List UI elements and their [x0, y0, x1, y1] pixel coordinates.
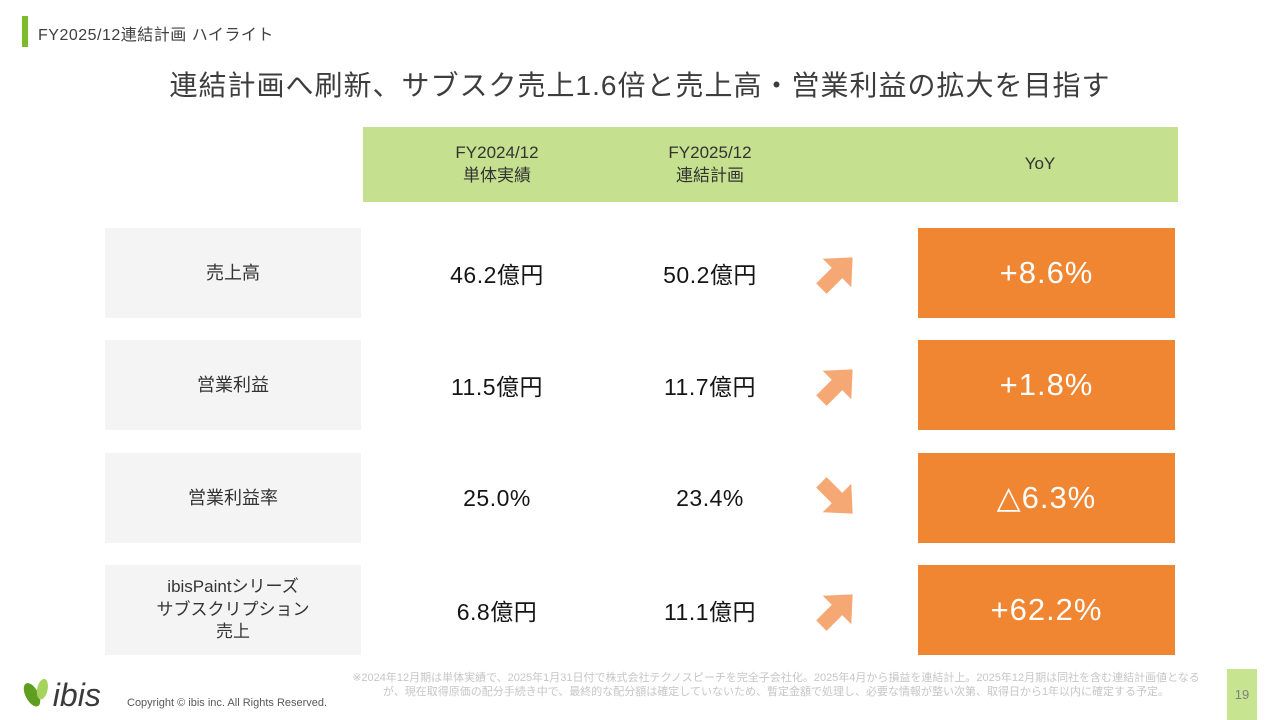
yoy-badge: △6.3% [918, 453, 1175, 543]
trend-arrow-icon [808, 228, 866, 318]
cell-net-sales-fy2024: 46.2億円 [450, 262, 544, 288]
cell-subscription-sales-fy2025: 11.1億円 [663, 599, 757, 625]
row-label-net-sales: 売上高 [105, 228, 361, 318]
trend-arrow-icon [808, 565, 866, 655]
column-header-fy2025: FY2025/12 連結計画 [668, 142, 752, 185]
cell-operating-margin-fy2025: 23.4% [676, 484, 744, 511]
row-label-operating-profit: 営業利益 [105, 340, 361, 430]
page-number: 19 [1234, 687, 1250, 702]
yoy-badge: +1.8% [918, 340, 1175, 430]
copyright-text: Copyright © ibis inc. All Rights Reserve… [127, 697, 328, 709]
ibis-logo: ibis [16, 666, 116, 719]
yoy-badge: +62.2% [918, 565, 1175, 655]
cell-operating-profit-fy2025: 11.7億円 [663, 374, 757, 400]
section-kicker: FY2025/12連結計画 ハイライト [38, 27, 274, 44]
accent-bar [22, 16, 28, 47]
yoy-badge: +8.6% [918, 228, 1175, 318]
footnote-text: ※2024年12月期は単体実績で、2025年1月31日付で株式会社テクノスピーチ… [352, 672, 1200, 698]
trend-arrow-icon [808, 340, 866, 430]
cell-operating-margin-fy2024: 25.0% [463, 484, 531, 511]
column-header-yoy: YoY [1024, 154, 1056, 174]
table-header-band [363, 127, 1178, 202]
logo-wordmark: ibis [53, 677, 101, 713]
trend-arrow-icon [808, 453, 866, 543]
cell-subscription-sales-fy2024: 6.8億円 [456, 599, 538, 625]
row-label-operating-margin: 営業利益率 [105, 453, 361, 543]
leaf-icon [23, 678, 48, 707]
slide-title: 連結計画へ刷新、サブスク売上1.6倍と売上高・営業利益の拡大を目指す [169, 70, 1111, 101]
row-label-subscription-sales: ibisPaintシリーズ サブスクリプション 売上 [105, 565, 361, 655]
column-header-fy2024: FY2024/12 単体実績 [455, 142, 539, 185]
cell-net-sales-fy2025: 50.2億円 [663, 262, 757, 288]
page-number-badge: 19 [1227, 669, 1257, 720]
cell-operating-profit-fy2024: 11.5億円 [450, 374, 544, 400]
